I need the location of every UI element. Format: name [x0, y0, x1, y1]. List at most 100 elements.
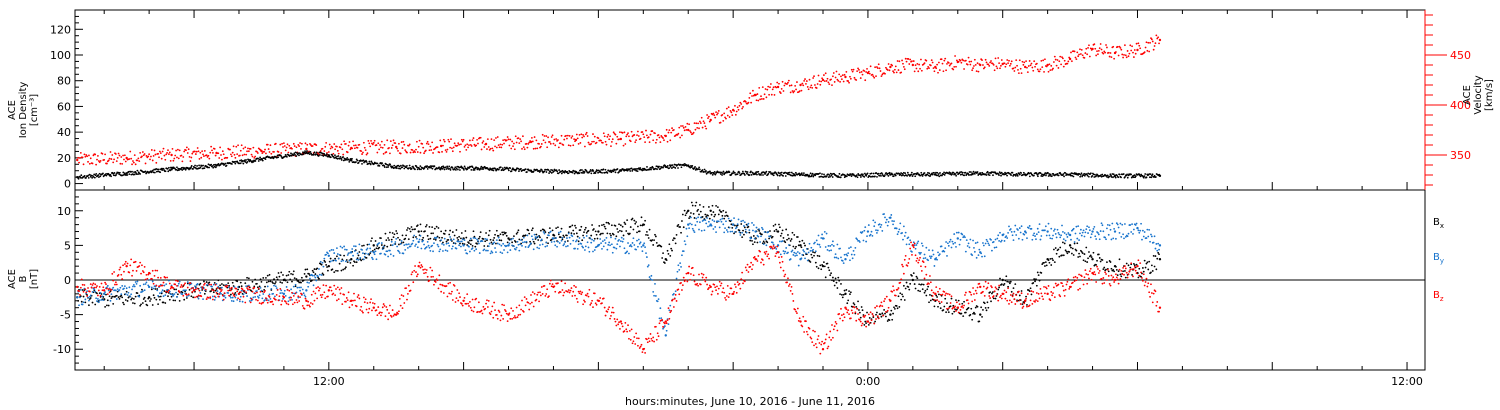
density-series-dot — [701, 169, 704, 171]
density-series-dot — [1045, 174, 1047, 177]
velocity-series-dot — [834, 76, 837, 79]
density-series-dot — [190, 166, 192, 169]
density-series-dot — [942, 173, 945, 176]
density-series-dot — [539, 170, 542, 172]
bx-series-dot — [456, 237, 459, 239]
velocity-series-dot — [705, 127, 708, 130]
by-series-dot — [125, 287, 128, 290]
by-series-dot — [339, 245, 342, 248]
by-series-dot — [718, 226, 721, 229]
bx-series-dot — [849, 291, 852, 294]
velocity-series-dot — [848, 81, 850, 84]
by-series-dot — [413, 234, 416, 237]
by-series-dot — [325, 253, 328, 256]
density-series — [76, 150, 1162, 180]
velocity-series-dot — [379, 144, 381, 146]
bx-series-dot — [1066, 252, 1069, 255]
bx-series-dot — [683, 209, 686, 212]
velocity-series-dot — [920, 58, 922, 61]
velocity-series-dot — [169, 159, 172, 162]
bx-series-dot — [433, 227, 436, 230]
velocity-series-dot — [667, 131, 670, 134]
velocity-series-dot — [950, 62, 953, 65]
velocity-series-dot — [928, 67, 930, 70]
by-series-dot — [558, 242, 561, 244]
bx-series-dot — [1152, 254, 1155, 257]
bx-series-dot — [451, 231, 454, 233]
by-series-dot — [565, 245, 567, 248]
bx-series-dot — [743, 233, 745, 236]
bx-series-dot — [1033, 278, 1036, 280]
by-series-dot — [407, 243, 410, 246]
b-legend-z: Bz — [1433, 290, 1444, 303]
bx-series-dot — [1028, 290, 1031, 293]
density-series-dot — [870, 172, 873, 175]
velocity-series-dot — [672, 129, 675, 131]
by-series-dot — [607, 243, 610, 246]
density-series-dot — [875, 172, 878, 174]
velocity-series-dot — [495, 137, 497, 139]
velocity-series-dot — [649, 133, 652, 136]
bx-series-dot — [897, 295, 900, 298]
by-series-dot — [682, 250, 685, 253]
bx-series-dot — [635, 221, 638, 223]
density-series-dot — [714, 173, 717, 176]
velocity-series-dot — [158, 156, 160, 159]
velocity-series-dot — [608, 138, 611, 141]
velocity-series-dot — [753, 93, 756, 96]
density-series-dot — [879, 172, 882, 175]
bx-series-dot — [632, 228, 635, 231]
bx-series-dot — [440, 230, 443, 233]
velocity-series-dot — [97, 155, 99, 157]
density-series-dot — [1003, 173, 1006, 176]
by-series-dot — [451, 245, 454, 248]
density-series-dot — [686, 164, 689, 167]
density-series-dot — [167, 170, 170, 173]
bx-series-dot — [823, 261, 825, 264]
bx-series-dot — [1051, 257, 1054, 260]
by-series-dot — [269, 297, 272, 300]
velocity-series-dot — [897, 69, 900, 71]
velocity-series-dot — [849, 77, 852, 80]
bx-series-dot — [791, 231, 794, 234]
by-series-dot — [710, 224, 713, 227]
bx-series-dot — [130, 298, 133, 301]
by-series-dot — [549, 230, 552, 233]
velocity-series-dot — [153, 149, 156, 152]
density-series-dot — [161, 169, 164, 171]
bx-series-dot — [955, 299, 957, 302]
density-series-dot — [787, 171, 790, 174]
velocity-series-dot — [864, 79, 867, 82]
density-series-dot — [289, 154, 292, 157]
velocity-series-dot — [642, 133, 645, 136]
density-series-dot — [580, 171, 583, 174]
velocity-series-dot — [1084, 52, 1087, 54]
by-series-dot — [577, 243, 580, 246]
bx-series-dot — [662, 252, 664, 255]
velocity-series-dot — [977, 70, 980, 73]
velocity-series-dot — [101, 152, 104, 155]
by-series-dot — [590, 241, 593, 244]
velocity-series-dot — [634, 141, 637, 144]
density-series-dot — [814, 174, 817, 177]
by-series-dot — [273, 284, 275, 287]
by-series-dot — [164, 294, 167, 296]
density-series-dot — [102, 172, 104, 175]
density-series-dot — [476, 168, 479, 171]
by-series-dot — [84, 298, 87, 301]
bx-series-dot — [120, 294, 123, 297]
density-series-dot — [1037, 175, 1039, 178]
density-series-dot — [1036, 173, 1039, 176]
bx-series-dot — [994, 297, 997, 300]
by-series-dot — [224, 296, 227, 299]
velocity-series-dot — [835, 70, 838, 73]
density-series-dot — [402, 165, 405, 167]
bx-series-dot — [291, 280, 293, 283]
bx-series-dot — [498, 239, 501, 242]
velocity-series-dot — [108, 157, 111, 160]
bx-series-dot — [489, 238, 492, 241]
bx-series-dot — [357, 254, 360, 257]
by-series-point — [1113, 230, 1117, 233]
bx-series-dot — [645, 231, 648, 233]
bx-series-dot — [581, 239, 584, 242]
